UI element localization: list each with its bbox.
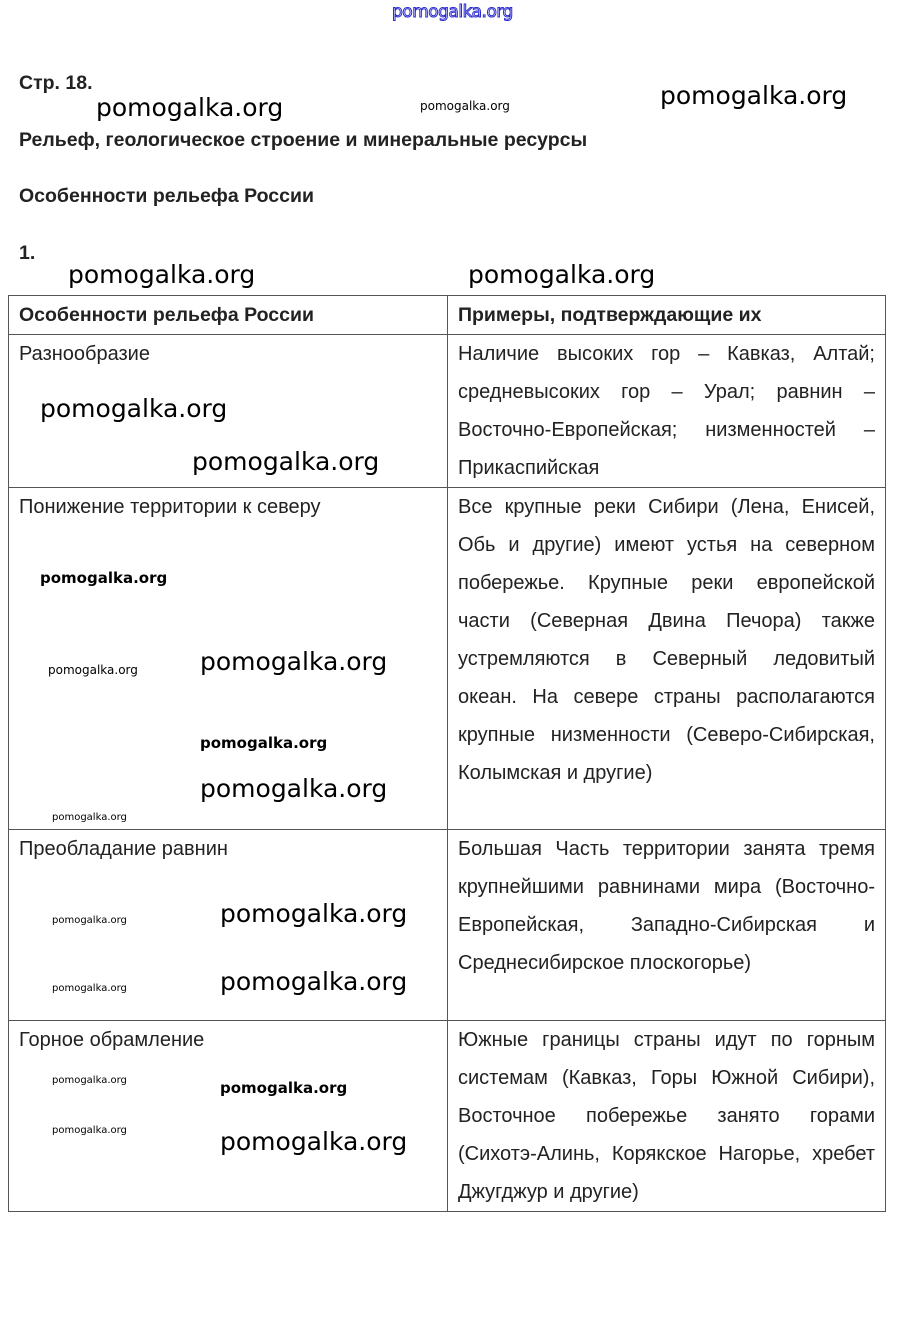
watermark: pomogalka.org (68, 260, 256, 289)
feature-cell: Разнообразие (8, 334, 448, 488)
watermark: pomogalka.org (420, 99, 510, 113)
examples-cell: Большая Часть территории занята тремя кр… (447, 829, 886, 1021)
table-header-row: Особенности рельефа России Примеры, подт… (8, 295, 886, 335)
feature-cell: Понижение территории к северу (8, 487, 448, 830)
table-row: Разнообразие Наличие высоких гор – Кавка… (8, 334, 886, 488)
watermark: pomogalka.org (468, 260, 656, 289)
watermark: pomogalka.org (40, 394, 228, 423)
watermark: pomogalka.org (96, 93, 284, 122)
task-number: 1. (19, 242, 36, 264)
table-row: Горное обрамление Южные границы страны и… (8, 1020, 886, 1212)
page-label: Стр. 18. (19, 72, 93, 94)
watermark: pomogalka.org (48, 663, 138, 677)
watermark: pomogalka.org (660, 81, 848, 110)
subsection-title: Особенности рельефа России (19, 185, 314, 207)
watermark: pomogalka.org (220, 899, 408, 928)
watermark: pomogalka.org (200, 734, 328, 752)
site-header[interactable]: pomogalka.org (392, 2, 514, 23)
header-features: Особенности рельефа России (8, 295, 448, 335)
relief-table: Особенности рельефа России Примеры, подт… (8, 295, 886, 1212)
watermark: pomogalka.org (220, 967, 408, 996)
watermark: pomogalka.org (220, 1079, 348, 1097)
watermark: pomogalka.org (200, 774, 388, 803)
watermark: pomogalka.org (52, 983, 127, 994)
feature-cell: Преобладание равнин (8, 829, 448, 1021)
watermark: pomogalka.org (200, 647, 388, 676)
watermark: pomogalka.org (52, 1075, 127, 1086)
table-row: Понижение территории к северу Все крупны… (8, 487, 886, 830)
watermark: pomogalka.org (40, 569, 168, 587)
watermark: pomogalka.org (52, 915, 127, 926)
watermark: pomogalka.org (52, 812, 127, 823)
examples-cell: Все крупные реки Сибири (Лена, Енисей, О… (447, 487, 886, 830)
table-row: Преобладание равнин Большая Часть террит… (8, 829, 886, 1021)
watermark: pomogalka.org (52, 1125, 127, 1136)
examples-cell: Наличие высоких гор – Кавказ, Алтай; сре… (447, 334, 886, 488)
watermark: pomogalka.org (220, 1127, 408, 1156)
watermark: pomogalka.org (192, 447, 380, 476)
examples-cell: Южные границы страны идут по горным сист… (447, 1020, 886, 1212)
section-title: Рельеф, геологическое строение и минерал… (19, 129, 588, 151)
header-examples: Примеры, подтверждающие их (447, 295, 886, 335)
feature-cell: Горное обрамление (8, 1020, 448, 1212)
